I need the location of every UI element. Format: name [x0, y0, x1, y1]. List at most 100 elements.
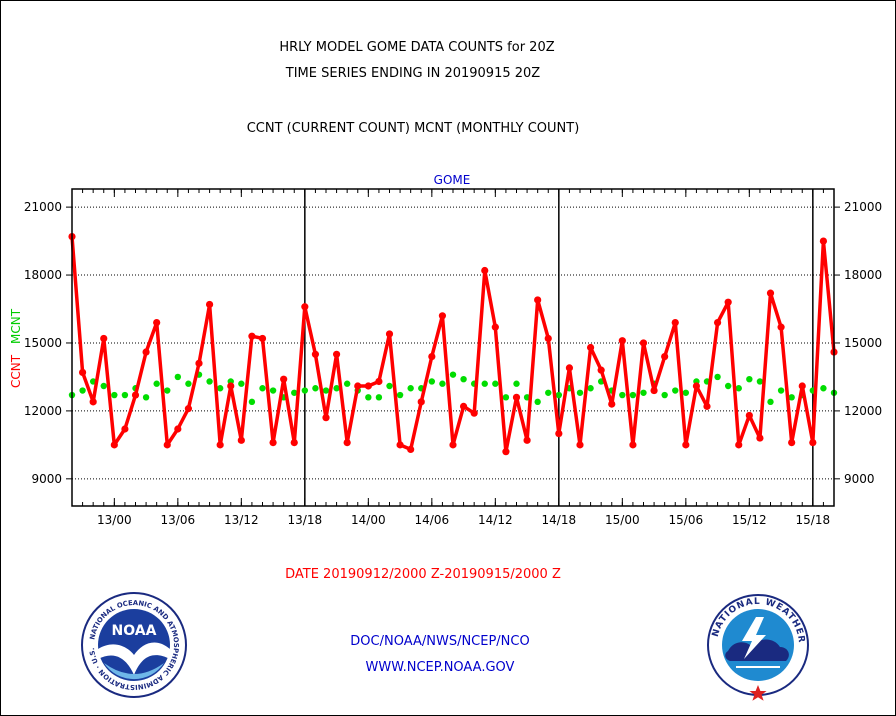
- mcnt-point: [322, 387, 330, 394]
- mcnt-point: [248, 398, 256, 406]
- ccnt-point: [491, 323, 499, 331]
- mcnt-point: [714, 373, 721, 381]
- x-tick-label: 14/12: [478, 513, 513, 527]
- ccnt-point: [195, 359, 203, 367]
- mcnt-point: [777, 387, 785, 394]
- ccnt-point: [269, 439, 277, 447]
- mcnt-point: [767, 398, 774, 406]
- ccnt-point: [290, 439, 298, 447]
- mcnt-point: [820, 385, 827, 392]
- ccnt-point: [724, 298, 732, 306]
- org-label: DOC/NOAA/NWS/NCEP/NCO: [350, 634, 529, 649]
- mcnt-point: [724, 382, 732, 390]
- ccnt-point: [555, 429, 563, 438]
- mcnt-point: [386, 382, 393, 390]
- x-tick-label: 15/06: [669, 513, 704, 527]
- y-tick-label-right: 18000: [844, 268, 882, 282]
- ccnt-point: [237, 436, 245, 444]
- ccnt-point: [248, 332, 256, 340]
- grid-lines: [72, 189, 834, 506]
- mcnt-point: [407, 385, 414, 392]
- mcnt-point: [481, 380, 488, 387]
- mcnt-point: [100, 382, 107, 390]
- ccnt-point: [682, 441, 690, 449]
- mcnt-point: [661, 391, 668, 399]
- mcnt-point: [185, 380, 192, 387]
- y-tick-label-right: 15000: [844, 336, 882, 350]
- mcnt-point: [111, 391, 118, 399]
- ccnt-point: [364, 382, 372, 390]
- mcnt-point: [460, 376, 467, 383]
- y-tick-label-right: 12000: [844, 404, 882, 418]
- mcnt-point: [629, 391, 637, 399]
- series-ccnt: [68, 232, 838, 456]
- mcnt-point: [333, 385, 340, 392]
- ccnt-point: [184, 405, 193, 413]
- ccnt-point: [142, 348, 150, 356]
- ccnt-point: [788, 439, 796, 447]
- mcnt-point: [174, 373, 182, 381]
- mcnt-point: [269, 387, 277, 394]
- ccnt-point: [354, 382, 362, 390]
- ccnt-point: [174, 425, 182, 433]
- plot-border: [71, 188, 835, 507]
- mcnt-point: [343, 380, 351, 387]
- ccnt-point: [650, 386, 658, 395]
- ccnt-point: [343, 439, 351, 447]
- mcnt-point: [79, 387, 86, 394]
- ccnt-point: [121, 425, 129, 433]
- mcnt-point: [534, 398, 541, 406]
- ccnt-point: [597, 366, 605, 374]
- y-tick-label-left: 15000: [24, 336, 62, 350]
- ccnt-point: [227, 382, 235, 390]
- y-axis-ticks: 9000 9000 12000 12000 15000 15000 18000 18000 21…: [24, 200, 882, 486]
- ccnt-point: [692, 382, 701, 390]
- series-mcnt: [68, 371, 838, 406]
- nws-logo: NATIONAL WEATHER SERVICE: [707, 594, 809, 701]
- noaa-logo: NATIONAL OCEANIC AND ATMOSPHERIC ADMINIS…: [81, 592, 187, 698]
- ccnt-point: [671, 318, 679, 327]
- y-tick-label-left: 21000: [24, 200, 62, 214]
- x-tick-label: 15/00: [605, 513, 640, 527]
- mcnt-point: [375, 394, 383, 401]
- ccnt-point: [407, 445, 415, 453]
- x-tick-label: 15/18: [796, 513, 831, 527]
- mcnt-point: [428, 378, 436, 385]
- mcnt-point: [619, 391, 626, 399]
- org-url-link[interactable]: WWW.NCEP.NOAA.GOV: [366, 660, 515, 675]
- y-tick-label-left: 18000: [24, 268, 62, 282]
- mcnt-point: [153, 380, 160, 387]
- ccnt-point: [735, 441, 743, 449]
- y-axis-label-ccnt: CCNT: [9, 354, 23, 388]
- mcnt-point: [142, 394, 150, 401]
- ccnt-point: [205, 300, 214, 309]
- mcnt-point: [576, 389, 584, 396]
- ccnt-point: [301, 303, 309, 311]
- y-tick-label-left: 12000: [24, 404, 62, 418]
- x-tick-label: 13/00: [97, 513, 132, 527]
- date-range-label: DATE 20190912/2000 Z-20190915/2000 Z: [285, 567, 561, 582]
- ccnt-point: [777, 323, 785, 331]
- noaa-logo-text: NOAA: [112, 623, 157, 639]
- chart-title-line-1: HRLY MODEL GOME DATA COUNTS for 20Z: [279, 40, 554, 55]
- ccnt-point: [449, 441, 457, 449]
- ccnt-point: [745, 411, 753, 420]
- mcnt-point: [545, 389, 552, 396]
- mcnt-point: [396, 391, 404, 399]
- ccnt-point: [153, 318, 161, 327]
- ccnt-point: [713, 318, 722, 327]
- mcnt-point: [164, 387, 171, 394]
- mcnt-point: [121, 391, 129, 399]
- ccnt-point: [385, 330, 394, 338]
- mcnt-point: [439, 380, 446, 387]
- ccnt-point: [798, 382, 806, 390]
- mcnt-point: [206, 378, 213, 385]
- ccnt-point: [756, 434, 764, 442]
- ccnt-point: [544, 334, 552, 343]
- x-tick-label: 13/18: [288, 513, 323, 527]
- x-tick-label: 13/06: [161, 513, 196, 527]
- mcnt-point: [587, 385, 594, 392]
- ccnt-point: [470, 409, 478, 417]
- mcnt-point: [365, 394, 372, 401]
